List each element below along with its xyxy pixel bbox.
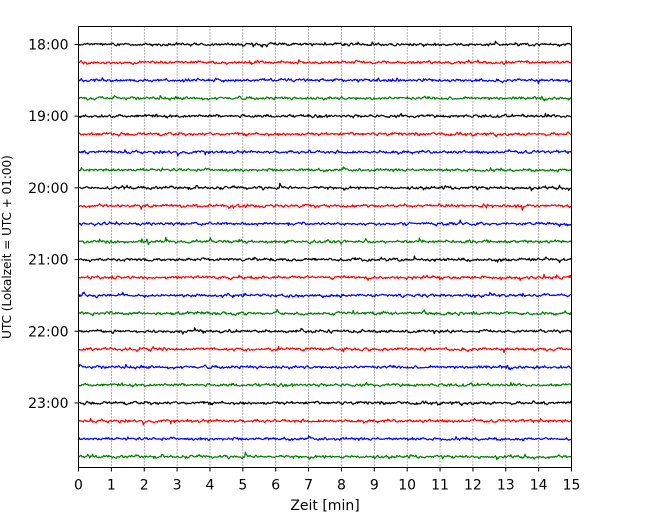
trace-1800 [78,40,572,48]
trace-1900 [78,112,572,119]
x-tick-label-7: 7 [304,478,313,494]
seismogram-traces [77,40,573,461]
x-tick-label-0: 0 [74,478,83,494]
y-tick-label-2000: 20:00 [28,181,68,197]
x-axis-title: Zeit [min] [290,498,359,514]
x-tick-label-4: 4 [206,478,215,494]
trace-2030 [78,219,572,228]
y-axis-title: UTC (Lokalzeit = UTC + 01:00) [0,155,14,339]
x-tick-label-9: 9 [370,478,379,494]
trace-1830 [77,77,572,85]
x-tick-label-3: 3 [173,478,182,494]
x-axis-ticks: 0 1 2 3 4 5 6 7 8 9 10 11 12 13 14 15 [74,467,581,494]
trace-2045 [78,236,572,246]
trace-1915 [78,131,572,138]
x-tick-label-10: 10 [398,478,416,494]
y-axis-ticks: 18:00 19:00 20:00 21:00 22:00 23:00 [28,37,79,412]
trace-2230 [78,363,572,371]
trace-2300 [77,400,573,407]
x-tick-label-12: 12 [464,478,482,494]
trace-2245 [78,381,573,388]
trace-2000 [78,182,572,192]
trace-2145 [78,308,572,317]
trace-1845 [78,95,573,102]
trace-2015 [78,203,572,211]
x-tick-label-8: 8 [337,478,346,494]
x-tick-label-13: 13 [497,478,515,494]
trace-1945 [78,166,572,173]
x-tick-label-2: 2 [140,478,149,494]
x-tick-label-11: 11 [431,478,449,494]
y-tick-label-2200: 22:00 [28,324,68,340]
x-tick-label-6: 6 [271,478,280,494]
plot-frame [78,26,572,468]
x-tick-label-14: 14 [530,478,548,494]
trace-2345 [78,451,572,461]
x-tick-label-1: 1 [107,478,116,494]
x-tick-label-5: 5 [238,478,247,494]
y-tick-label-2300: 23:00 [28,396,68,412]
x-tick-label-15: 15 [563,478,581,494]
trace-2215 [78,346,572,354]
trace-2130 [78,291,572,299]
trace-2100 [78,255,572,264]
y-tick-label-1900: 19:00 [28,109,68,125]
trace-2330 [78,435,572,442]
trace-2200 [78,327,573,335]
trace-2315 [78,418,573,426]
trace-1815 [78,59,572,66]
trace-2115 [78,273,573,281]
y-tick-label-1800: 18:00 [28,37,68,53]
trace-1930 [78,149,572,157]
y-tick-label-2100: 21:00 [28,253,68,269]
